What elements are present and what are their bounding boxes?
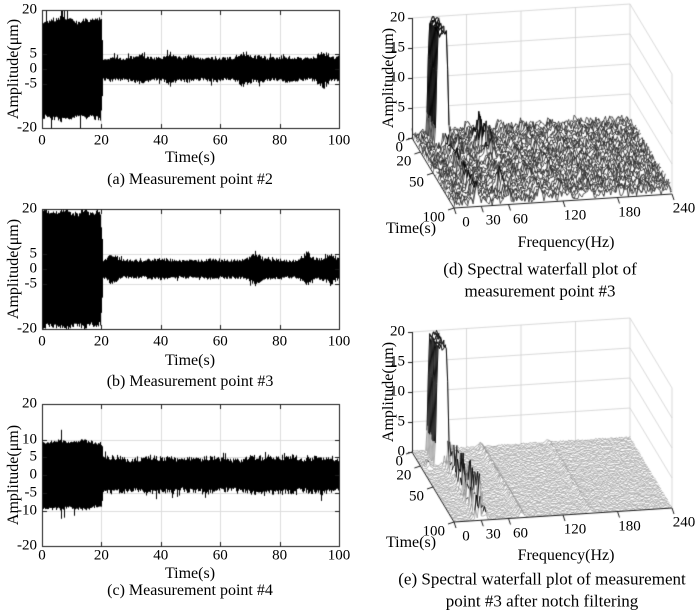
chart-a-ytick-label: -20 [17, 119, 37, 136]
chart-c-xtick-label: 20 [93, 547, 109, 564]
chart-d-ztick-label: 15 [390, 39, 405, 56]
chart-d-freq-tick-label: 180 [618, 204, 641, 220]
chart-d-freq-tick-label: 30 [485, 212, 501, 229]
chart-e-freq-tick-label: 30 [485, 526, 501, 543]
chart-c-ytick-label: 0 [29, 466, 38, 483]
chart-c-xtick-label: 100 [327, 547, 351, 564]
chart-b-xtick-label: 0 [38, 333, 46, 350]
chart-c-ytick-label: -10 [17, 502, 37, 518]
chart-e-time-tick-label: 50 [409, 488, 424, 505]
chart-c-xlabel: Time(s) [164, 565, 216, 582]
chart-a-ytick-label: -5 [24, 75, 38, 92]
chart-e-freq-tick-label: 60 [513, 525, 528, 541]
chart-c-xtick-label: 0 [38, 547, 46, 564]
chart-e-freq-label: Frequency(Hz) [517, 547, 615, 564]
chart-d-time-tick-label: 0 [395, 139, 404, 156]
chart-e-ztick-label: 20 [390, 323, 405, 340]
chart-b-ytick-label: -20 [17, 320, 37, 337]
chart-b-ylabel: Amplitude(μm) [5, 218, 22, 320]
chart-d-freq-tick-label: 60 [513, 211, 528, 227]
chart-c-ytick-label: -5 [24, 484, 38, 501]
chart-a-ytick-label: 5 [29, 45, 38, 62]
chart-a-xtick-label: 100 [327, 132, 351, 149]
chart-e-ztick-label: 10 [390, 383, 405, 400]
chart-d-time-tick-label: 100 [422, 209, 446, 226]
chart-c-xtick-label: 80 [272, 547, 288, 564]
chart-b-ytick-label: 5 [29, 245, 38, 262]
chart-e-time-label: Time(s) [385, 534, 437, 551]
chart-d-caption-line1: (d) Spectral waterfall plot of [443, 259, 637, 279]
chart-b-xlabel: Time(s) [164, 352, 216, 369]
chart-b-caption: (b) Measurement point #3 [106, 373, 274, 390]
chart-e-freq-tick-label: 240 [672, 514, 696, 531]
chart-e-time-tick-label: 0 [395, 453, 404, 470]
chart-e-ztick-label: 5 [397, 413, 406, 430]
chart-d-caption-line2: measurement point #3 [464, 281, 616, 301]
chart-d-freq-label: Frequency(Hz) [517, 234, 615, 251]
chart-e-freq-tick-label: 180 [618, 518, 641, 534]
chart-b-xtick-label: 80 [272, 333, 288, 350]
chart-e-ztick-label: 0 [397, 443, 406, 460]
chart-e-ztick-label: 15 [390, 353, 405, 370]
chart-c-ytick-label: 10 [22, 431, 37, 447]
chart-d-freq-tick-label: 240 [672, 200, 696, 217]
chart-e-freq-tick-label: 0 [462, 528, 470, 545]
chart-a-xtick-label: 20 [93, 132, 109, 149]
chart-c-xtick-label: 40 [153, 547, 169, 564]
chart-d-time-label: Time(s) [385, 220, 437, 237]
chart-b-ytick-label: -5 [24, 275, 38, 292]
chart-b-ytick-label: 0 [29, 260, 38, 277]
chart-b-ytick-label: 20 [22, 200, 37, 217]
chart-e-time-tick-label: 100 [422, 523, 446, 540]
chart-a-xtick-label: 60 [212, 132, 228, 149]
chart-a-ytick-label: 0 [29, 60, 38, 77]
chart-e-caption-line2: point #3 after notch filtering [445, 591, 639, 611]
chart-a-caption: (a) Measurement point #2 [107, 171, 273, 188]
chart-d-ztick-label: 10 [390, 69, 405, 86]
chart-d-ztick-label: 20 [390, 9, 405, 26]
chart-a-xtick-label: 0 [38, 132, 46, 149]
chart-d-time-tick-label: 50 [409, 174, 424, 191]
chart-e-freq-tick-label: 120 [563, 521, 587, 538]
chart-e-time-tick-label: 20 [396, 467, 412, 484]
chart-a-xlabel: Time(s) [164, 149, 216, 166]
chart-c-ytick-label: -20 [17, 537, 37, 554]
chart-d-freq-tick-label: 0 [462, 214, 470, 231]
chart-a-ylabel: Amplitude(μm) [5, 18, 22, 120]
chart-c-ytick-label: 20 [22, 395, 37, 412]
chart-e-caption-line1: (e) Spectral waterfall plot of measureme… [398, 569, 686, 589]
chart-c-ytick-label: 5 [29, 448, 38, 465]
chart-d-time-tick-label: 20 [396, 153, 412, 170]
chart-a-xtick-label: 40 [153, 132, 169, 149]
chart-b-xtick-label: 60 [212, 333, 228, 350]
chart-d-freq-tick-label: 120 [563, 207, 587, 224]
chart-d-ztick-label: 5 [397, 99, 406, 116]
chart-b-xtick-label: 100 [327, 333, 351, 350]
chart-c-caption: (c) Measurement point #4 [107, 582, 273, 599]
chart-a-ytick-label: 20 [22, 1, 37, 18]
chart-d-ztick-label: 0 [397, 129, 406, 146]
chart-b-xtick-label: 40 [153, 333, 169, 350]
chart-b-xtick-label: 20 [93, 333, 109, 350]
chart-c-xtick-label: 60 [212, 547, 228, 564]
chart-a-xtick-label: 80 [272, 132, 288, 149]
